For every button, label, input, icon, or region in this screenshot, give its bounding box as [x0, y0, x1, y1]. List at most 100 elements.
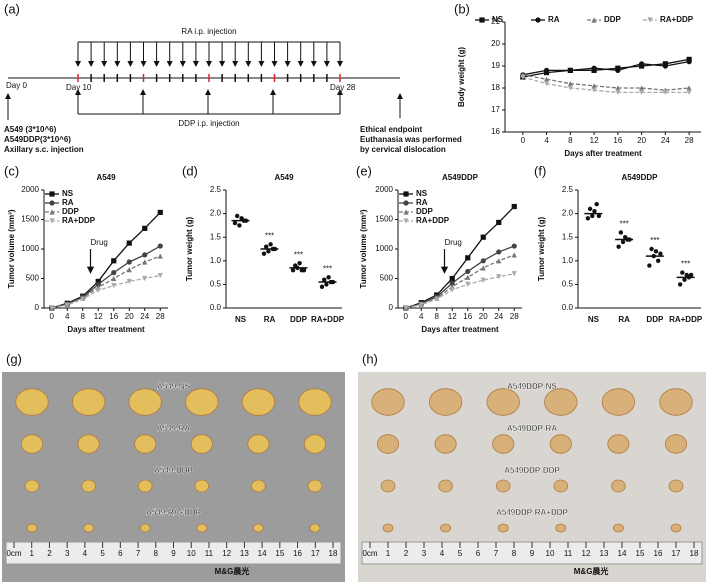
- marker: [449, 287, 455, 293]
- chart-title: A549: [96, 173, 116, 182]
- inoculation-text: A549 (3*10^6): [4, 125, 57, 134]
- data-point: [319, 284, 325, 289]
- annotation: Drug: [445, 238, 462, 247]
- x-tick-label: 0: [50, 312, 55, 321]
- marker: [639, 89, 645, 95]
- inoculation-text: A549DDP(3*10^6): [4, 135, 71, 144]
- marker: [95, 281, 101, 287]
- tumor: [380, 479, 396, 493]
- legend-marker: [535, 17, 541, 23]
- ruler-label: 0cm: [362, 549, 377, 558]
- x-tick-label: 20: [125, 312, 134, 321]
- marker: [465, 274, 471, 280]
- data-point: [677, 282, 683, 287]
- significance: ***: [619, 220, 628, 229]
- significance: ***: [681, 260, 690, 269]
- tumor: [382, 523, 394, 533]
- data-point: [620, 239, 626, 245]
- data-point: [290, 268, 296, 273]
- ruler-label: 8: [512, 549, 517, 558]
- y-tick-label: 1000: [375, 244, 393, 253]
- y-tick-label: 1.5: [210, 232, 222, 241]
- y-tick-label: 2000: [375, 185, 393, 194]
- legend-marker: [647, 17, 653, 23]
- ruler-label: 11: [564, 549, 573, 558]
- marker: [480, 277, 486, 283]
- tumor: [83, 523, 94, 533]
- legend-label: NS: [492, 15, 504, 24]
- ruler-label: 16: [293, 549, 302, 558]
- tumor: [371, 388, 405, 416]
- data-point: [235, 213, 240, 219]
- legend-marker: [403, 200, 409, 206]
- y-tick-label: 1000: [21, 244, 39, 253]
- tumor: [555, 523, 567, 533]
- tumor: [15, 388, 49, 416]
- ruler-label: 12: [222, 549, 231, 558]
- annotation: Drug: [91, 238, 108, 247]
- marker: [465, 268, 471, 275]
- series-line: [522, 76, 690, 94]
- marker: [434, 296, 440, 302]
- marker: [157, 209, 163, 216]
- data-point: [324, 282, 329, 287]
- marker: [126, 259, 132, 265]
- marker: [543, 81, 550, 87]
- ruler-label: 3: [422, 549, 427, 558]
- series-line: [405, 273, 515, 309]
- marker: [511, 271, 517, 277]
- marker: [686, 85, 692, 91]
- tumor: [495, 479, 511, 493]
- marker: [591, 65, 597, 71]
- x-tick-label: NS: [235, 315, 247, 324]
- panel-label: (g): [6, 351, 22, 366]
- x-tick-label: RA: [618, 315, 630, 324]
- ruler-label: 17: [672, 549, 681, 558]
- legend-label: RA+DDP: [660, 15, 694, 24]
- chart-title: A549DDP: [621, 173, 658, 182]
- y-tick-label: 18: [491, 83, 500, 92]
- y-tick-label: 1.0: [210, 256, 222, 265]
- data-point: [680, 270, 685, 275]
- x-tick-label: 28: [510, 312, 519, 321]
- tumor: [376, 434, 400, 454]
- tumor: [247, 434, 270, 454]
- marker: [662, 89, 668, 95]
- tumor: [77, 434, 100, 454]
- x-tick-label: 0: [404, 312, 409, 321]
- ruler-label: 16: [654, 549, 663, 558]
- x-tick-label: DDP: [646, 315, 664, 324]
- x-tick-label: 20: [479, 312, 488, 321]
- y-tick-label: 2.0: [210, 209, 222, 218]
- marker: [111, 270, 117, 276]
- marker: [511, 203, 517, 210]
- tumor: [303, 434, 327, 454]
- marker: [49, 305, 55, 311]
- data-point: [301, 268, 307, 273]
- tumor: [190, 434, 213, 454]
- marker: [142, 252, 148, 258]
- marker: [142, 259, 148, 265]
- marker: [662, 63, 668, 69]
- y-tick-label: 1.0: [562, 256, 574, 265]
- data-point: [616, 244, 621, 249]
- marker: [496, 249, 502, 255]
- legend-label: NS: [416, 189, 428, 198]
- marker: [480, 258, 486, 264]
- panel-label: (d): [182, 163, 198, 178]
- data-point: [264, 244, 269, 249]
- x-tick-label: 20: [637, 136, 646, 145]
- tumor: [241, 388, 276, 416]
- marker: [80, 296, 86, 302]
- y-tick-label: 1500: [21, 215, 39, 224]
- data-point: [658, 251, 663, 256]
- legend-label: DDP: [62, 207, 80, 216]
- tumor: [128, 388, 162, 416]
- ruler-label: 11: [205, 549, 214, 558]
- group-label: A549DDP-NS: [507, 382, 557, 391]
- tumor: [20, 434, 44, 454]
- day28: Day 28: [330, 83, 356, 92]
- data-point: [261, 251, 267, 256]
- x-tick-label: RA: [264, 315, 276, 324]
- marker: [157, 272, 163, 279]
